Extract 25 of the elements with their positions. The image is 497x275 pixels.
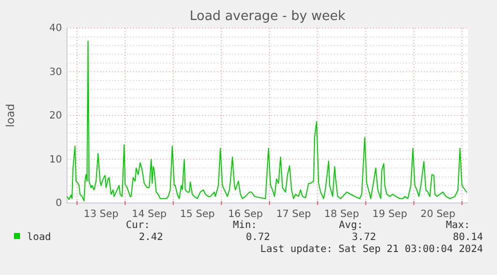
- y-axis-title: load: [4, 104, 17, 128]
- text: Avg:: [338, 220, 363, 231]
- y-tick-label: 0: [56, 198, 62, 210]
- x-tick-label: 15 Sep: [180, 209, 215, 220]
- text: 3.72: [352, 232, 376, 243]
- x-tick-label: 14 Sep: [132, 209, 167, 220]
- text: 80.14: [452, 232, 483, 243]
- x-tick-label: 19 Sep: [372, 209, 408, 220]
- text: 2.42: [138, 232, 163, 243]
- x-tick-label: 17 Sep: [276, 209, 311, 220]
- x-tick-label: 20 Sep: [420, 209, 456, 220]
- text: Last update: Sat Sep 21 03:00:04 2024: [260, 244, 483, 255]
- text: Min:: [232, 220, 257, 231]
- chart-title: Load average - by week: [190, 9, 346, 24]
- text: 0.72: [246, 232, 270, 243]
- y-tick-label: 20: [49, 110, 62, 122]
- x-tick-label: 18 Sep: [324, 209, 360, 220]
- y-tick-label: 10: [49, 154, 62, 166]
- text: Max:: [446, 220, 470, 231]
- y-tick-label: 30: [49, 66, 62, 78]
- text: Cur:: [126, 220, 150, 231]
- x-tick-label: 13 Sep: [84, 209, 118, 220]
- legend-label: load: [27, 232, 52, 243]
- y-tick-label: 40: [49, 23, 62, 34]
- x-tick-label: 16 Sep: [228, 209, 263, 220]
